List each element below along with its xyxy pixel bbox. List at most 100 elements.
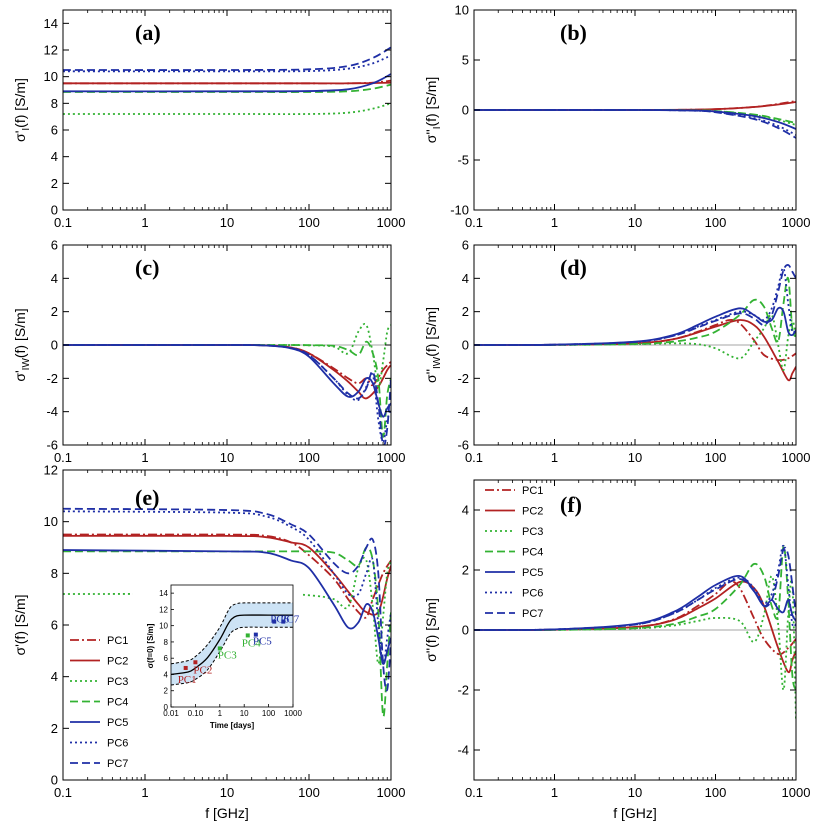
y-tick-label: 6 [462,238,469,253]
series-group [63,507,391,718]
x-tick-label: 1 [551,215,558,230]
y-axis-label-sub: I [21,128,32,131]
x-tick-label: 1 [551,785,558,800]
y-tick-label: 2 [51,721,58,736]
inset-point-pc7 [281,619,286,624]
series-line-pc2 [63,81,391,85]
y-tick-label: 4 [51,149,58,164]
y-tick-label: 0 [462,338,469,353]
panel-label: (b) [560,20,587,45]
y-axis-label-rest: (f) [S/m] [12,308,28,358]
series-line-pc2 [474,101,796,111]
x-tick-label: 1000 [782,785,811,800]
x-axis-label: f [GHz] [613,805,657,821]
x-tick-label: 10 [220,215,234,230]
legend: PC1 PC2 PC3 PC4 PC5 PC6 PC7 [70,635,128,770]
y-axis-label-main: σ'' [423,129,439,143]
y-tick-label: 2 [51,304,58,319]
x-tick-label: 100 [298,215,320,230]
x-tick-label: 0.1 [465,450,483,465]
inset-y-label: σ(f=0) [S/m] [146,623,155,668]
x-tick-label: 1 [141,450,148,465]
y-tick-label: 14 [44,16,58,31]
y-tick-label: -4 [46,404,58,419]
y-axis-label-sub: IW [21,358,32,371]
series-group [474,264,796,382]
series-line-pc6 [474,267,796,346]
y-tick-label: 0 [51,773,58,788]
y-axis-label: σ'(f) [S/m] [12,594,28,655]
y-tick-label: -2 [46,371,58,386]
x-tick-label: 100 [298,785,320,800]
inset-y-tick-label: 12 [159,605,168,614]
legend-label-pc2: PC2 [522,506,543,518]
y-axis-label-rest: (f) [S/m] [12,594,28,644]
inset-x-tick-label: 100 [262,709,276,718]
y-axis-label-main: σ' [12,370,28,381]
y-tick-label: 0 [51,338,58,353]
y-axis-label: σ''I(f) [S/m] [423,77,443,144]
legend-label-pc3: PC3 [522,526,543,538]
series-line-pc7 [474,264,796,346]
series-line-pc7 [474,109,796,139]
legend-label-pc4: PC4 [107,697,128,709]
y-tick-label: -5 [457,153,469,168]
series-line-pc2 [474,580,796,674]
inset-point-pc3 [217,646,222,651]
inset-y-tick-label: 14 [159,589,168,598]
x-tick-label: 10 [220,450,234,465]
series-line-pc4 [63,340,391,438]
series-line-pc7 [63,507,391,692]
inset-point-label-pc7: PC7 [280,614,299,626]
series-group [474,545,796,721]
inset-point-pc5 [253,632,258,637]
y-axis-label: σ''(f) [S/m] [423,598,439,662]
y-axis-label: σ'I(f) [S/m] [12,78,32,142]
panel-d: 0.1 1 10 100 1000 -6 -4 -2 0 2 4 6 σ''IW(f) [S/m] (d) [423,238,810,466]
x-tick-label: 0.1 [54,450,72,465]
inset-x-tick-label: 0.01 [163,709,179,718]
inset-y-tick-label: 6 [164,654,169,663]
y-tick-label: 2 [462,304,469,319]
inset-y-tick-label: 8 [164,638,169,647]
y-tick-label: 8 [51,566,58,581]
x-tick-label: 1000 [377,785,406,800]
panel-b: 0.1 1 10 100 1000 -10 -5 0 5 10 σ''I(f) [S/m] (b) [423,3,810,231]
series-line-pc1 [63,344,391,387]
legend-label-pc7: PC7 [107,758,128,770]
series-line-pc1 [63,533,391,619]
y-tick-label: 2 [51,176,58,191]
y-axis-label-main: σ'' [423,369,439,383]
series-line-pc5 [63,344,391,418]
x-tick-label: 0.1 [465,215,483,230]
y-tick-label: -4 [457,404,469,419]
y-axis-label-sub: IW [432,356,443,369]
series-line-pc7 [474,546,796,631]
inset-point-label-pc3: PC3 [218,649,237,661]
y-tick-label: 10 [455,3,469,18]
y-axis-label-main: σ' [12,131,28,142]
y-tick-label: 12 [44,463,58,478]
x-tick-label: 100 [705,450,727,465]
series-line-pc6 [474,545,796,631]
y-tick-label: 0 [51,203,58,218]
inset-fit-line [170,614,293,676]
legend-label-pc6: PC6 [107,738,128,750]
x-tick-label: 1 [141,785,148,800]
panel-label: (a) [135,20,161,45]
inset-point-pc6 [272,619,277,624]
inset-point-label-pc2: PC2 [193,664,212,676]
series-line-pc5 [474,109,796,130]
inset-x-tick-label: 1 [218,709,223,718]
x-tick-label: 0.1 [54,215,72,230]
x-tick-label: 1000 [782,215,811,230]
y-axis-label: σ''IW(f) [S/m] [423,307,443,383]
x-tick-label: 100 [705,785,727,800]
inset-chart: 0.01 0.10 1 10 100 1000 0 2 4 6 8 10 12 14 Time [days]… [133,577,303,739]
y-axis-label-rest: (f) [S/m] [12,78,28,128]
panel-label: (e) [135,485,159,510]
y-axis-label-rest: (f) [S/m] [423,598,439,648]
legend-label-pc1: PC1 [522,485,543,497]
y-tick-label: 0 [462,623,469,638]
